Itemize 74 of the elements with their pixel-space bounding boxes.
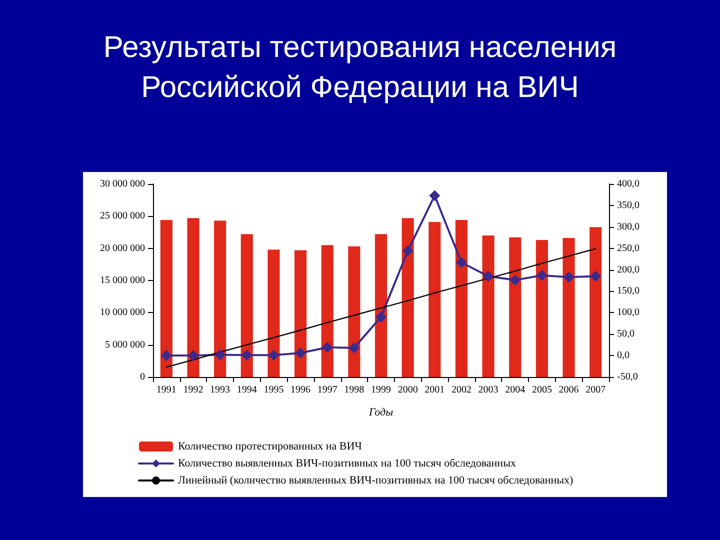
x-tick-label: 2001 [424,384,445,396]
x-tick-label: 2006 [558,384,579,396]
x-tick-label: 1994 [236,384,257,396]
legend-label: Линейный (количество выявленных ВИЧ-позитивных на 100 тысяч обследованных) [178,474,574,486]
point [348,342,360,354]
bar [240,234,253,377]
x-tick-label: 2003 [478,384,498,396]
point [160,350,172,362]
x-axis-title: Годы [368,406,394,418]
bar [160,220,172,377]
bar [214,220,226,377]
bar [374,234,388,377]
x-tick-label: 1997 [317,384,338,396]
y2-tick-label: 400,0 [617,178,640,190]
y2-tick-label: -50,0 [617,372,638,382]
x-tick-label: 1999 [371,384,391,396]
y2-tick-label: 250,0 [617,242,640,254]
y2-tick-label: 350,0 [617,200,640,211]
x-tick-label: 2004 [505,384,526,396]
y-tick-label: 20 000 000 [100,242,145,254]
point [268,350,280,361]
bar [482,235,494,377]
point [429,190,440,202]
bar [294,250,307,377]
line-series [166,248,596,368]
bar [428,222,441,377]
x-tick-label: 2000 [398,384,418,396]
point [241,350,252,361]
y2-tick-label: 100,0 [617,307,640,318]
x-tick-label: 2007 [586,384,606,396]
x-tick-label: 1993 [210,384,230,396]
x-tick-label: 1998 [344,384,364,396]
y-tick-label: 0 [140,372,145,382]
x-tick-label: 2002 [451,384,472,396]
bar [402,218,414,377]
y-tick-label: 10 000 000 [100,307,145,318]
y-tick-label: 25 000 000 [100,210,145,222]
y2-tick-label: 50,0 [617,328,634,340]
point [482,270,494,282]
y2-tick-label: 300,0 [617,221,640,232]
y2-tick-label: 150,0 [617,286,640,297]
x-tick-label: 1996 [290,384,311,396]
bar [268,250,280,377]
point [188,350,199,362]
y-tick-label: 30 000 000 [100,178,145,190]
point [402,245,414,256]
bar [590,227,602,377]
y-tick-label: 5 000 000 [105,339,145,350]
bar [536,240,548,377]
x-tick-label: 2005 [532,384,552,396]
bar [562,238,575,377]
point [563,272,574,283]
point [322,342,333,353]
bar [187,218,200,377]
x-tick-label: 1991 [156,384,176,396]
legend-label: Количество протестированных на ВИЧ [178,440,362,452]
x-tick-label: 1992 [183,384,204,396]
bar [455,220,468,377]
y2-tick-label: 200,0 [617,264,640,276]
x-tick-label: 1995 [264,384,284,396]
chart-title: Результаты тестирования населения Российской Федерации на ВИЧ [102,30,618,106]
point [456,256,467,268]
point [214,349,226,360]
y-tick-label: 15 000 000 [100,275,145,286]
bar [321,245,334,377]
point [295,347,306,358]
point [376,311,386,322]
point [590,270,602,282]
bar [509,237,522,377]
y2-tick-label: 0,0 [617,350,630,362]
bar [348,246,360,377]
point [510,274,521,286]
point [536,270,548,281]
legend-label: Количество выявленных ВИЧ-позитивных на 100 тысяч обследованных [178,458,516,470]
